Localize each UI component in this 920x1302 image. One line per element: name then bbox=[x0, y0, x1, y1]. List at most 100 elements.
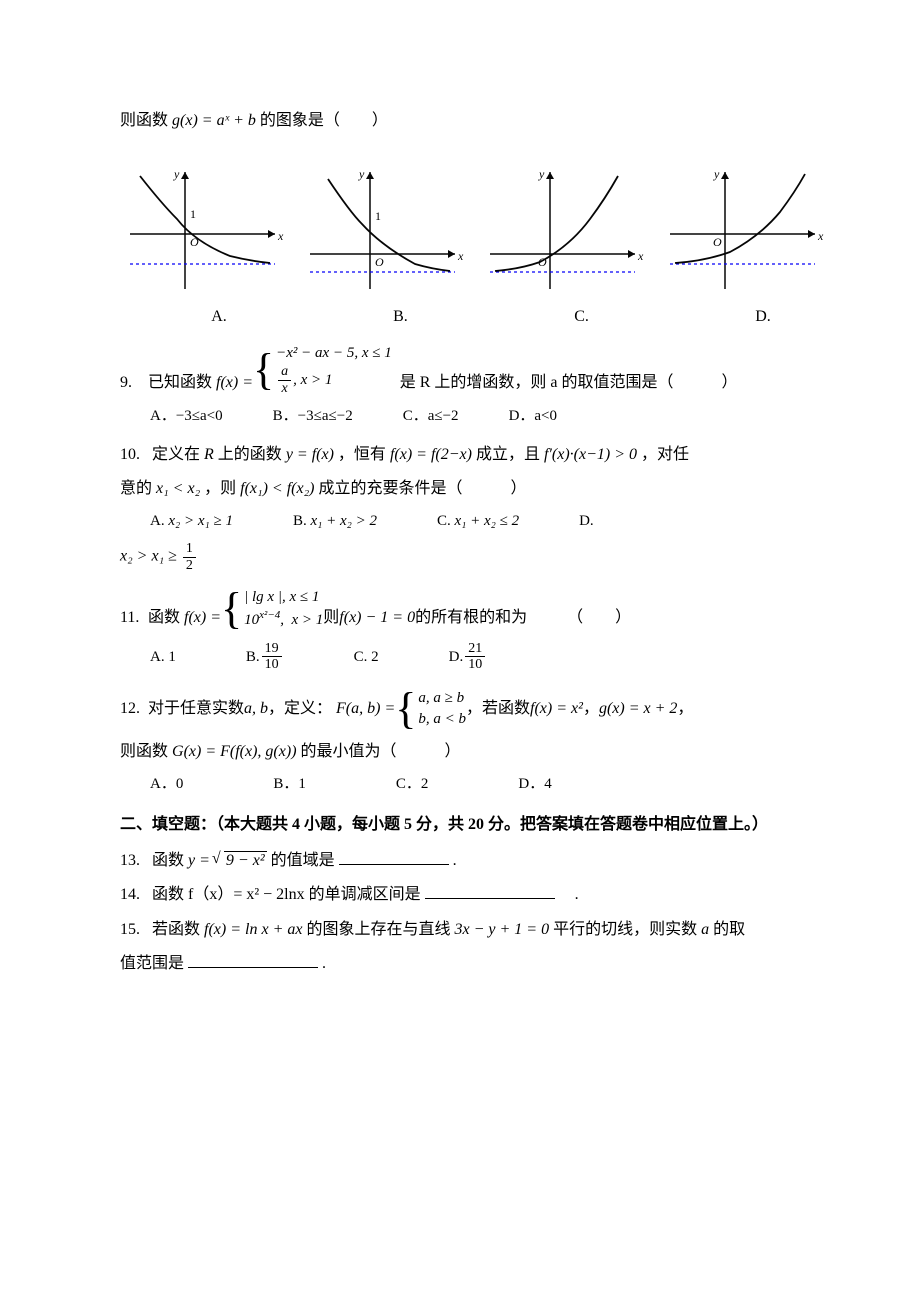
sqrt-icon: 9 − x² bbox=[214, 848, 267, 874]
t: . bbox=[559, 886, 579, 903]
graph-a: x y 1 O bbox=[120, 164, 290, 294]
t: 19 bbox=[262, 641, 282, 657]
q9-opt-b: B．−3≤a≤−2 bbox=[273, 404, 353, 428]
t: b, a < b bbox=[418, 709, 466, 730]
graph-b: x y 1 O bbox=[300, 164, 470, 294]
t: 定义在 bbox=[152, 446, 204, 463]
t: C. bbox=[437, 513, 455, 529]
t: f(x) = ln x + ax bbox=[204, 921, 302, 938]
brace-icon: { bbox=[395, 687, 416, 731]
t: a, b bbox=[244, 696, 268, 722]
t: ， bbox=[583, 696, 599, 722]
t: D. bbox=[449, 645, 464, 669]
q9: 9. 已知函数 f(x) = { −x² − ax − 5, x ≤ 1 a x… bbox=[120, 343, 830, 396]
t: f(x) = f(2−x) bbox=[390, 446, 472, 463]
q15-l2: 值范围是 . bbox=[120, 951, 830, 977]
q8-stem: 则函数 g(x) = aˣ + b 的图象是（ ） bbox=[120, 108, 830, 134]
t: 则函数 bbox=[120, 743, 172, 760]
q9-opt-d: D．a<0 bbox=[509, 404, 557, 428]
q10-opts: A. x₂ > x₁ ≥ 1 B. x₁ + x₂ > 2 C. x₁ + x₂… bbox=[150, 509, 830, 533]
q9-pw2-cond: , x > 1 bbox=[293, 370, 332, 391]
t: ，恒有 bbox=[338, 446, 390, 463]
svg-text:x: x bbox=[817, 229, 824, 243]
t: 10 bbox=[262, 657, 282, 672]
q10-num: 10. bbox=[120, 442, 148, 468]
q10-l1: 10. 定义在 R 上的函数 y = f(x) ，恒有 f(x) = f(2−x… bbox=[120, 442, 830, 468]
t: y = f(x) bbox=[286, 446, 334, 463]
t: 成立的充要条件是（ ） bbox=[318, 480, 526, 497]
q8-suffix: 的图象是（ ） bbox=[260, 112, 388, 129]
svg-text:y: y bbox=[713, 167, 720, 181]
q9-opt-c: C．a≤−2 bbox=[403, 404, 459, 428]
q9-opts: A．−3≤a<0 B．−3≤a≤−2 C．a≤−2 D．a<0 bbox=[150, 404, 830, 428]
q9-num: 9. bbox=[120, 370, 148, 396]
q11-a: A. 1 bbox=[150, 645, 176, 669]
t: 成立，且 bbox=[476, 446, 544, 463]
svg-text:1: 1 bbox=[375, 209, 381, 223]
svg-text:O: O bbox=[375, 255, 384, 269]
q11-num: 11. bbox=[120, 605, 148, 631]
q12-pw: { a, a ≥ b b, a < b bbox=[395, 687, 466, 731]
q12-c: C．2 bbox=[396, 772, 429, 796]
t: B. bbox=[293, 513, 311, 529]
t: x₁ + x₂ > 2 bbox=[310, 513, 377, 529]
q10-optd: x₂ > x₁ ≥ 1 2 bbox=[120, 541, 830, 573]
blank-input[interactable] bbox=[425, 883, 555, 899]
t: 的取 bbox=[713, 921, 745, 938]
q9-suffix: 是 R 上的增函数，则 a 的取值范围是（ ） bbox=[400, 370, 738, 396]
t: 对于任意实数 bbox=[148, 696, 244, 722]
q12-l2: 则函数 G(x) = F(f(x), g(x)) 的最小值为（ ） bbox=[120, 739, 830, 765]
q11-opts: A. 1 B. 19 10 C. 2 D. 21 10 bbox=[150, 641, 830, 673]
q8-math: g(x) = aˣ + b bbox=[172, 112, 256, 129]
t: F(a, b) = bbox=[336, 696, 395, 722]
t: ， bbox=[677, 696, 693, 722]
t: 21 bbox=[465, 641, 485, 657]
t: ，定义： bbox=[268, 696, 332, 722]
graph-c: x y O bbox=[480, 164, 650, 294]
t: 10 bbox=[465, 657, 485, 672]
q12-l1: 12. 对于任意实数 a, b ，定义： F(a, b) = { a, a ≥ … bbox=[120, 687, 830, 731]
q8-graphs: x y 1 O x y 1 O bbox=[120, 164, 830, 294]
q9-opt-a: A．−3≤a<0 bbox=[150, 404, 223, 428]
q12-b: B．1 bbox=[273, 772, 306, 796]
svg-text:O: O bbox=[713, 235, 722, 249]
brace-icon: { bbox=[221, 587, 242, 631]
t: 函数 f（x）= x² − 2lnx 的单调减区间是 bbox=[152, 886, 421, 903]
t: x₁ + x₂ ≤ 2 bbox=[454, 513, 519, 529]
q11-pw: { | lg x |, x ≤ 1 10x²−4, x > 1 bbox=[221, 587, 323, 631]
graph-d: x y O bbox=[660, 164, 830, 294]
q8-labels: A. B. C. D. bbox=[120, 304, 830, 330]
q12-a: A．0 bbox=[150, 772, 183, 796]
page-content: 则函数 g(x) = aˣ + b 的图象是（ ） x y 1 O bbox=[0, 0, 920, 1044]
q8-prefix: 则函数 bbox=[120, 112, 172, 129]
t: . bbox=[322, 955, 326, 972]
blank-input[interactable] bbox=[339, 849, 449, 865]
q12-d: D．4 bbox=[518, 772, 551, 796]
q14-num: 14. bbox=[120, 882, 148, 908]
q11-c: C. 2 bbox=[354, 645, 379, 669]
t: . bbox=[453, 852, 457, 869]
q9-pw2-num: a bbox=[278, 364, 291, 380]
q13-num: 13. bbox=[120, 848, 148, 874]
t: f(x) = x² bbox=[530, 696, 583, 722]
t: 上的函数 bbox=[218, 446, 286, 463]
t: y = bbox=[188, 852, 214, 869]
svg-text:y: y bbox=[173, 167, 180, 181]
opt-d-label: D. bbox=[707, 304, 771, 330]
t: 3x − y + 1 = 0 bbox=[454, 921, 549, 938]
t: 值范围是 bbox=[120, 955, 184, 972]
t: 若函数 bbox=[152, 921, 204, 938]
blank-input[interactable] bbox=[188, 952, 318, 968]
t: f(x) − 1 = 0 bbox=[339, 605, 415, 631]
q12-opts: A．0 B．1 C．2 D．4 bbox=[150, 772, 830, 796]
t: f(x₁) < f(x₂) bbox=[240, 480, 314, 497]
t: 2 bbox=[183, 558, 196, 573]
q9-piecewise: { −x² − ax − 5, x ≤ 1 a x , x > 1 bbox=[253, 343, 392, 396]
q15-l1: 15. 若函数 f(x) = ln x + ax 的图象上存在与直线 3x − … bbox=[120, 917, 830, 943]
t: G(x) = F(f(x), g(x)) bbox=[172, 743, 297, 760]
svg-text:y: y bbox=[358, 167, 365, 181]
opt-a-label: A. bbox=[179, 304, 227, 330]
q10-l2: 意的 x₁ < x₂ ，则 f(x₁) < f(x₂) 成立的充要条件是（ ） bbox=[120, 476, 830, 502]
opt-c-label: C. bbox=[526, 304, 589, 330]
t: 9 − x² bbox=[224, 851, 267, 869]
